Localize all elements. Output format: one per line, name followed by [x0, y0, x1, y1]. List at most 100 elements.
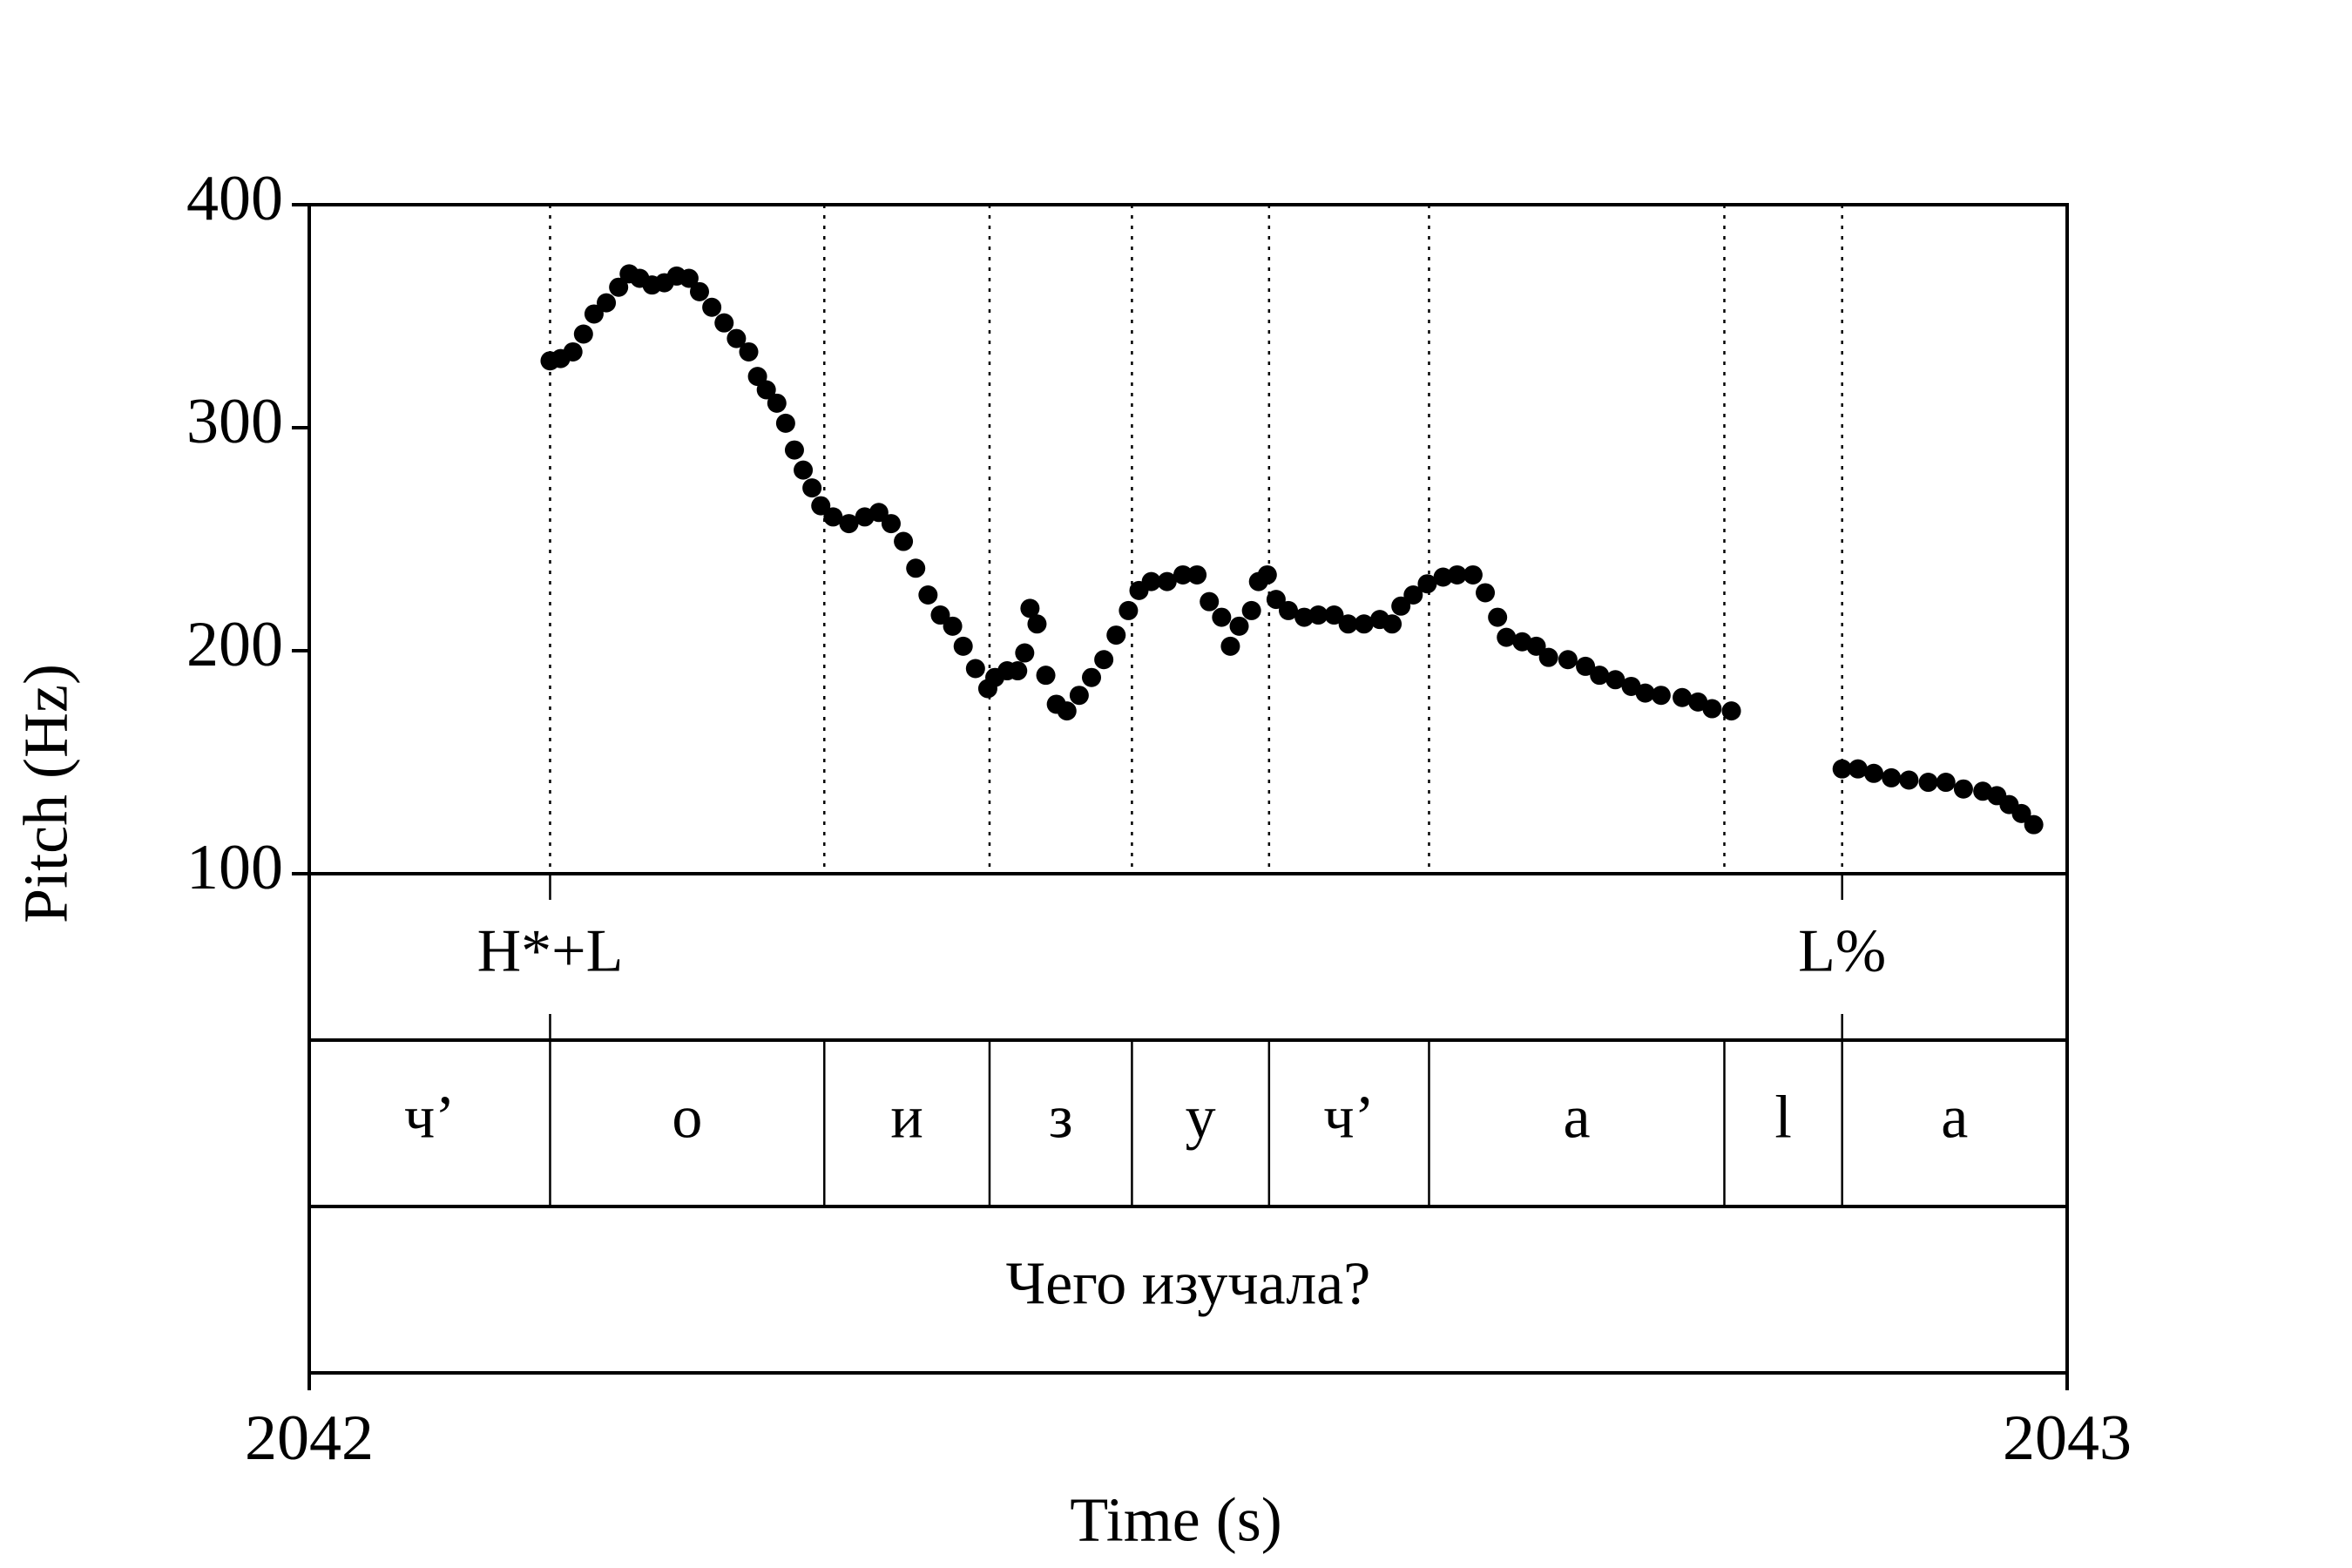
pitch-point	[1476, 583, 1496, 603]
pitch-point	[1212, 607, 1232, 627]
x-tick-label: 2042	[245, 1402, 374, 1474]
pitch-point	[1702, 699, 1722, 719]
pitch-point	[1354, 614, 1374, 634]
pitch-point	[1057, 701, 1077, 721]
pitch-point	[1882, 767, 1902, 787]
pitch-point	[1918, 773, 1938, 793]
pitch-point	[1605, 670, 1625, 690]
pitch-point	[1338, 614, 1358, 634]
pitch-point	[679, 268, 699, 288]
pitch-point	[1673, 687, 1693, 707]
x-tick-label: 2043	[2003, 1402, 2132, 1474]
pitch-point	[1279, 600, 1299, 620]
pitch-point	[1651, 686, 1671, 706]
segment-label: а	[1941, 1085, 1968, 1152]
pitch-point	[1082, 667, 1102, 687]
pitch-point	[756, 380, 776, 400]
pitch-point	[1417, 574, 1437, 594]
pitch-point	[811, 496, 831, 516]
pitch-point	[767, 393, 787, 413]
x-axis-label: Time (s)	[1070, 1485, 1281, 1555]
pitch-point	[689, 281, 709, 301]
pitch-point	[1558, 650, 1578, 670]
pitch-point	[881, 514, 901, 534]
pitch-point	[1241, 600, 1261, 620]
pitch-point	[1576, 656, 1596, 676]
pitch-point	[1294, 607, 1315, 627]
segment-label: о	[672, 1085, 702, 1152]
y-tick-label: 300	[186, 386, 283, 457]
pitch-point	[1324, 605, 1344, 625]
pitch-point	[943, 616, 963, 636]
y-tick-label: 100	[186, 832, 283, 903]
y-tick-label: 400	[186, 163, 283, 234]
pitch-point	[1308, 605, 1328, 625]
pitch-point	[1220, 636, 1240, 656]
sentence-label: Чего изучала?	[1006, 1251, 1371, 1318]
pitch-point	[1200, 591, 1220, 612]
pitch-point	[1463, 564, 1483, 585]
pitch-point	[1015, 643, 1035, 663]
pitch-point	[1106, 625, 1126, 645]
segment-label: ч’	[404, 1085, 456, 1152]
pitch-point	[1447, 564, 1467, 585]
pitch-point	[1266, 590, 1286, 610]
pitch-point	[573, 324, 593, 344]
pitch-point	[1953, 779, 1973, 799]
tone-label: L%	[1798, 918, 1886, 985]
pitch-point	[839, 514, 859, 534]
pitch-point	[894, 531, 914, 551]
pitch-point	[1257, 564, 1277, 585]
pitch-point	[1141, 571, 1161, 591]
pitch-point	[1403, 585, 1423, 605]
pitch-point	[714, 313, 734, 333]
pitch-point	[1157, 571, 1177, 591]
pitch-point	[1008, 661, 1028, 681]
pitch-point	[1069, 686, 1089, 706]
pitch-point	[1848, 759, 1868, 779]
pitch-point	[1488, 607, 1508, 627]
pitch-point	[597, 293, 617, 313]
pitch-point	[609, 277, 629, 297]
pitch-point	[1590, 666, 1610, 686]
pitch-point	[1864, 763, 1884, 783]
pitch-point	[784, 440, 804, 460]
pitch-point	[1526, 636, 1546, 656]
pitch-point	[775, 413, 795, 433]
pitch-point	[1119, 600, 1139, 620]
pitch-point	[906, 558, 926, 578]
pitch-point	[563, 341, 583, 362]
segment-label: у	[1186, 1085, 1216, 1152]
pitch-point	[1538, 647, 1558, 667]
pitch-point	[1229, 616, 1249, 636]
pitch-point	[1832, 759, 1852, 779]
tone-label: H*+L	[477, 918, 624, 985]
pitch-point	[2011, 803, 2031, 823]
segment-label: з	[1049, 1085, 1073, 1152]
pitch-point	[1433, 567, 1453, 587]
segment-label: ч’	[1323, 1085, 1375, 1152]
pitch-point	[1020, 598, 1040, 618]
pitch-point	[1497, 627, 1517, 647]
pitch-point	[965, 659, 985, 679]
pitch-point	[1173, 564, 1193, 585]
segment-label: и	[890, 1085, 923, 1152]
pitch-point	[930, 605, 950, 625]
pitch-point	[802, 478, 822, 498]
pitch-point	[1036, 666, 1056, 686]
pitch-point	[823, 507, 843, 527]
pitch-point	[794, 460, 814, 480]
segment-label: а	[1563, 1085, 1590, 1152]
pitch-point	[868, 503, 889, 523]
pitch-point	[2024, 814, 2044, 835]
y-tick-label: 200	[186, 609, 283, 680]
pitch-point	[702, 297, 722, 317]
pitch-point	[1187, 564, 1207, 585]
pitch-point	[727, 328, 747, 348]
pitch-point	[1899, 770, 1919, 790]
pitch-point	[1391, 596, 1411, 616]
pitch-point	[918, 585, 938, 605]
pitch-point	[1382, 614, 1402, 634]
pitch-point	[1936, 773, 1956, 793]
